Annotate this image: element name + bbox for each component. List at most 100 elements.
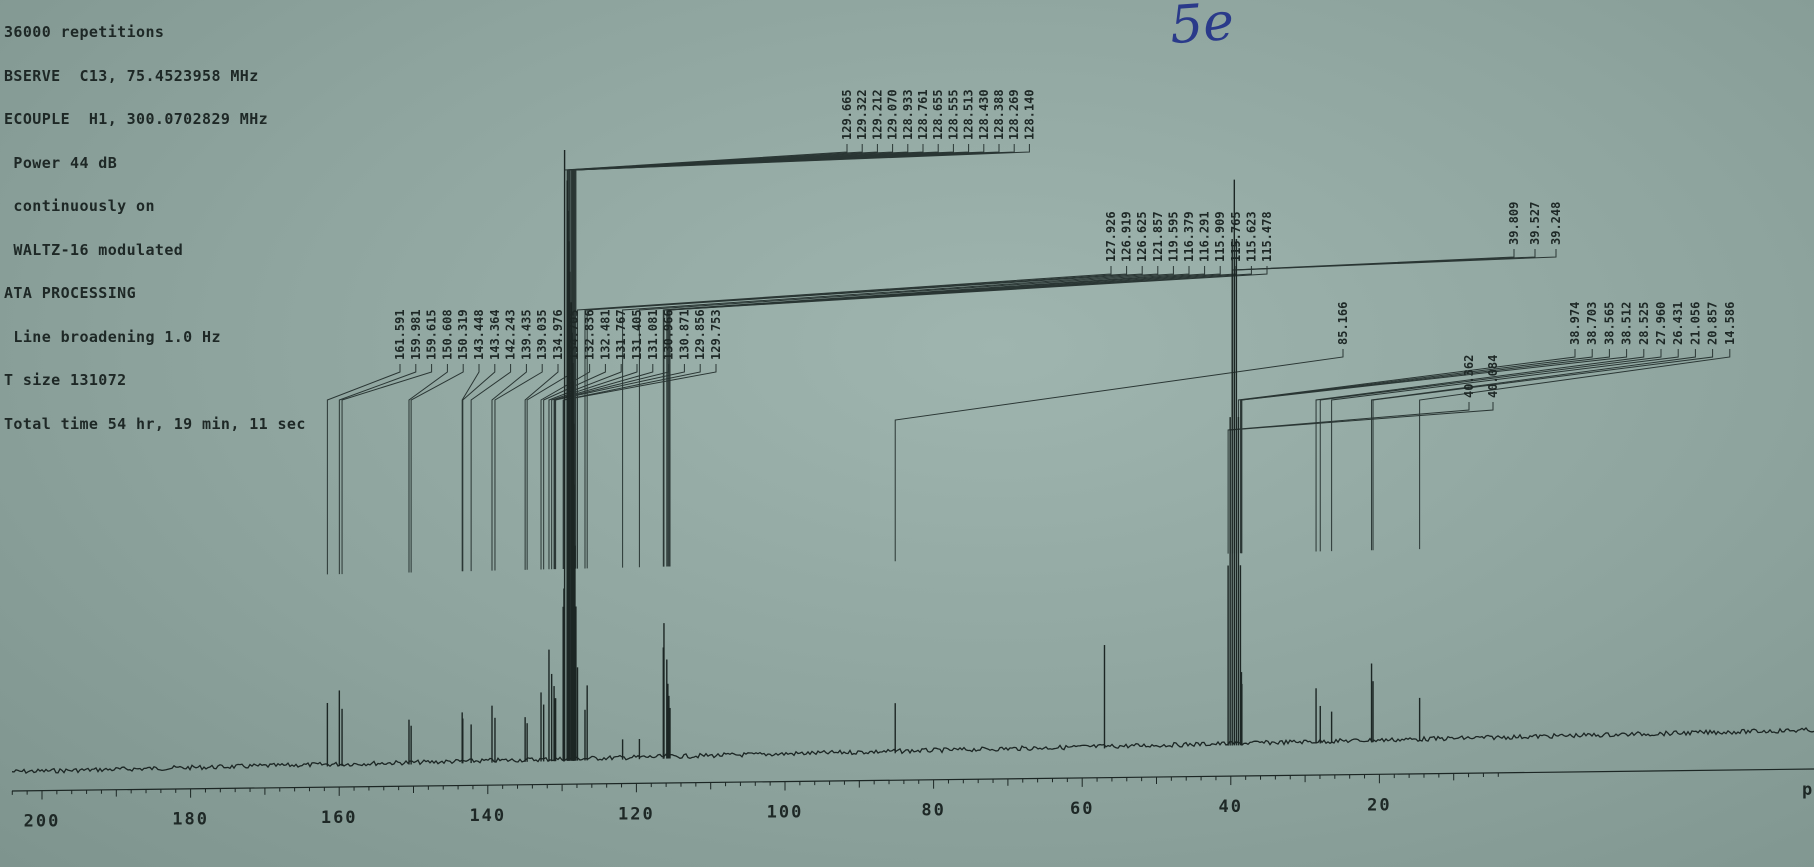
peak-label: 26.431: [1671, 302, 1685, 345]
peak-label-leader: [584, 266, 1128, 569]
tick-label: 140: [469, 806, 506, 826]
peak-label: 126.625: [1135, 211, 1149, 262]
peak-label-leader: [1235, 249, 1557, 554]
spectrum-trace: [11, 727, 1814, 775]
peak-label: 159.615: [425, 309, 439, 360]
tick-label: 40: [1219, 797, 1243, 817]
peak-label: 39.248: [1549, 202, 1563, 245]
peak-label-leader: [410, 364, 464, 573]
peak-label: 116.291: [1198, 211, 1212, 262]
param-line: T size 131072: [4, 371, 127, 389]
peak-label: 38.703: [1585, 302, 1599, 345]
param-line: 36000 repetitions: [4, 23, 165, 41]
peak-label: 129.322: [855, 89, 869, 140]
tick-label: 160: [321, 808, 358, 828]
peak-label: 85.166: [1336, 302, 1350, 345]
ppm-axis: 22020018016014012010080604020ppm: [11, 768, 1814, 831]
spectrum-peaks: [326, 150, 1421, 767]
peak-label: 128.430: [977, 89, 991, 140]
peak-label: 143.448: [472, 309, 486, 360]
peak-label-leader: [1319, 349, 1662, 552]
peak-label-leader: [494, 364, 543, 571]
peak-label: 28.525: [1637, 302, 1651, 345]
peak-label: 126.919: [1120, 211, 1134, 262]
param-line: Power 44 dB: [4, 153, 118, 172]
peak-label: 128.655: [931, 89, 945, 140]
param-line: Line broadening 1.0 Hz: [4, 327, 221, 346]
peak-label-leader: [551, 364, 638, 570]
peak-label-leader: [338, 364, 417, 575]
acquisition-parameters: 36000 repetitions BSERVE C13, 75.4523958…: [4, 0, 306, 446]
peak-label: 139.435: [519, 309, 533, 360]
peak-label: 39.527: [1528, 202, 1542, 245]
peak-label-leader: [1227, 402, 1470, 554]
peak-label: 131.767: [614, 309, 628, 360]
peak-label-leader: [1372, 349, 1714, 551]
peak-label-leader: [894, 349, 1344, 562]
peak-label-leader: [1315, 349, 1645, 552]
peak-label: 38.512: [1620, 302, 1634, 345]
peak-label-leader: [666, 266, 1221, 567]
peak-label-leader: [575, 144, 1030, 569]
axis-line: [11, 768, 1814, 792]
peak-label-leader: [555, 364, 685, 570]
param-line: Total time 54 hr, 19 min, 11 sec: [4, 414, 306, 433]
peak-label: 139.035: [535, 309, 549, 360]
peak-label: 129.070: [886, 89, 900, 140]
peak-label: 128.388: [992, 89, 1006, 140]
peak-label-leader: [461, 364, 480, 572]
peak-label: 150.608: [440, 309, 454, 360]
peak-label: 161.591: [393, 309, 407, 360]
peak-label-leader: [562, 364, 701, 569]
tick-label: 120: [618, 804, 655, 824]
peak-label: 128.140: [1022, 89, 1036, 140]
peak-label: 38.565: [1602, 302, 1616, 345]
peak-label: 131.405: [630, 309, 644, 360]
peak-label-leader: [326, 364, 401, 575]
peak-label: 132.836: [583, 309, 597, 360]
peak-label-leader: [669, 266, 1268, 567]
tick-label: 180: [172, 810, 209, 830]
param-line: BSERVE C13, 75.4523958 MHz: [4, 66, 259, 85]
tick-label: 100: [767, 802, 804, 822]
peak-label: 134.976: [551, 309, 565, 360]
peak-label-leader: [586, 266, 1143, 569]
peak-label-leader: [408, 364, 448, 573]
param-line: ECOUPLE H1, 300.0702829 MHz: [4, 110, 269, 128]
peak-label: 128.269: [1007, 89, 1021, 140]
peak-label: 27.960: [1654, 302, 1668, 345]
tick-label: 200: [24, 811, 61, 831]
peak-label: 115.909: [1213, 211, 1227, 262]
peak-label: 128.761: [916, 89, 930, 140]
peak-label: 129.665: [840, 89, 854, 140]
peak-label: 142.243: [504, 309, 518, 360]
peak-label: 129.753: [709, 309, 723, 360]
peak-label: 119.595: [1166, 211, 1180, 262]
peak-label: 128.933: [901, 89, 915, 140]
peak-label: 127.926: [1104, 211, 1118, 262]
peak-label-leader: [540, 364, 591, 570]
peak-label: 121.857: [1151, 211, 1165, 262]
peak-label: 143.364: [488, 309, 502, 360]
peak-label: 130.871: [677, 309, 691, 360]
peak-label: 128.555: [946, 89, 960, 140]
peak-label: 20.857: [1706, 302, 1720, 345]
peak-label: 129.212: [870, 89, 884, 140]
peak-label-leader: [662, 266, 1190, 567]
peak-label: 14.586: [1723, 302, 1737, 345]
peak-label: 116.379: [1182, 211, 1196, 262]
peak-label-leader: [524, 364, 559, 570]
peak-label: 40.362: [1462, 355, 1476, 398]
peak-label-leader: [341, 364, 433, 575]
peak-label: 21.056: [1688, 302, 1702, 345]
peak-label-leader: [1229, 402, 1494, 554]
axis-unit-label: ppm: [1802, 780, 1814, 800]
peak-label-leader: [553, 364, 654, 570]
peak-labels: 161.591 159.981 159.615 150.608 150.319 143.4…: [393, 89, 1737, 398]
peak-label: 128.513: [962, 89, 976, 140]
tick-label: 80: [921, 801, 945, 821]
peak-label-leader: [1239, 349, 1593, 554]
peak-label-leader: [667, 266, 1237, 567]
peak-label: 115.478: [1260, 211, 1274, 262]
peak-label-leader: [638, 266, 1174, 568]
